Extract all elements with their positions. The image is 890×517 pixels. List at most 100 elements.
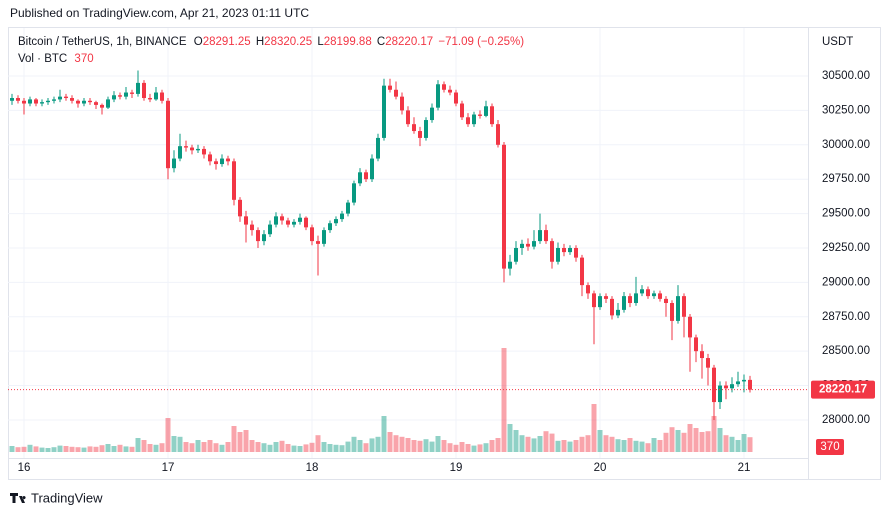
candle-body — [748, 379, 752, 390]
candle-body — [724, 385, 728, 389]
volume-bar — [195, 440, 201, 452]
h-key: H — [256, 36, 264, 48]
x-tick-label: 20 — [594, 462, 607, 474]
candle-body — [22, 100, 26, 104]
candle-body — [628, 296, 632, 304]
candle-body — [700, 351, 704, 359]
volume-bar — [117, 444, 123, 452]
candle-body — [466, 117, 470, 125]
volume-bar — [405, 438, 411, 452]
volume-bar — [639, 441, 645, 452]
volume-bar — [105, 444, 111, 452]
candle-body — [256, 230, 260, 242]
candle-body — [274, 216, 278, 225]
candle-body — [370, 158, 374, 180]
candle-body — [616, 309, 620, 316]
candle-body — [130, 92, 134, 94]
volume-bar — [525, 436, 531, 452]
volume-bar — [447, 443, 453, 452]
candle-body — [418, 131, 422, 138]
x-tick-label: 21 — [738, 462, 751, 474]
volume-bar — [549, 433, 555, 452]
logo — [10, 493, 26, 503]
y-tick-label: 30500.00 — [822, 70, 870, 82]
volume-bar — [543, 431, 549, 452]
candle-body — [658, 293, 662, 299]
volume-bar — [291, 445, 297, 452]
volume-bar — [39, 447, 45, 452]
candle-body — [460, 103, 464, 118]
candle-body — [322, 230, 326, 244]
o-key: O — [194, 36, 203, 48]
candle-body — [622, 296, 626, 310]
volume-bar — [237, 432, 243, 452]
volume-bar — [63, 446, 69, 452]
candle-body — [586, 285, 590, 294]
candle-body — [532, 241, 536, 247]
volume-bar — [627, 438, 633, 452]
volume-bar — [675, 430, 681, 452]
volume-bar — [273, 442, 279, 452]
volume-bar — [681, 432, 687, 452]
volume-bar — [51, 447, 57, 452]
volume-bar — [87, 446, 93, 452]
candle-body — [472, 114, 476, 125]
volume-bar — [363, 443, 369, 452]
change: −71.09 (−0.25%) — [438, 36, 524, 48]
y-tick-label: 29500.00 — [822, 208, 870, 220]
volume-bar — [687, 424, 693, 452]
volume-bar — [225, 442, 231, 452]
candle-body — [250, 224, 254, 231]
volume-bar — [357, 440, 363, 452]
y-tick-label: 30250.00 — [822, 104, 870, 116]
volume-bar — [375, 436, 381, 452]
volume-bar — [489, 440, 495, 452]
y-tick-label: 29250.00 — [822, 242, 870, 254]
volume-bar — [207, 440, 213, 452]
candle-body — [46, 100, 50, 103]
volume-bar — [27, 444, 33, 452]
volume-bar — [369, 438, 375, 452]
volume-bar — [81, 447, 87, 452]
candle-body — [484, 106, 488, 116]
volume-bar — [15, 447, 21, 452]
candle-body — [742, 379, 746, 382]
candle-body — [178, 146, 182, 159]
candle-body — [64, 96, 68, 99]
volume-bar — [573, 440, 579, 452]
x-tick-label: 19 — [450, 462, 463, 474]
volume-bar — [9, 446, 15, 452]
candle-body — [436, 84, 440, 108]
volume-bar — [219, 444, 225, 452]
currency: USDT — [822, 36, 853, 48]
candle-body — [148, 98, 152, 100]
candle-body — [10, 98, 14, 101]
candle-body — [502, 144, 506, 269]
candle-layer — [10, 70, 752, 420]
volume-bar — [315, 435, 321, 452]
volume-bar — [123, 446, 129, 452]
volume-bar — [429, 441, 435, 452]
candle-body — [412, 124, 416, 132]
volume-bar — [597, 430, 603, 452]
volume-bar — [309, 442, 315, 452]
volume-bar — [387, 432, 393, 452]
volume-bar — [183, 442, 189, 452]
volume-bar — [189, 443, 195, 452]
candle-body — [208, 154, 212, 162]
volume-bar — [621, 440, 627, 452]
candle-body — [82, 100, 86, 104]
candle-body — [562, 247, 566, 253]
last-price-box — [811, 380, 875, 399]
volume-layer — [9, 348, 753, 452]
candle-body — [16, 98, 20, 101]
volume-bar — [567, 441, 573, 452]
candle-body — [508, 261, 512, 269]
volume-bar — [129, 446, 135, 452]
candle-body — [52, 99, 56, 101]
volume-bar — [297, 446, 303, 452]
candle-body — [328, 223, 332, 231]
volume-bar — [423, 439, 429, 452]
candle-body — [634, 293, 638, 304]
candle-body — [280, 216, 284, 221]
